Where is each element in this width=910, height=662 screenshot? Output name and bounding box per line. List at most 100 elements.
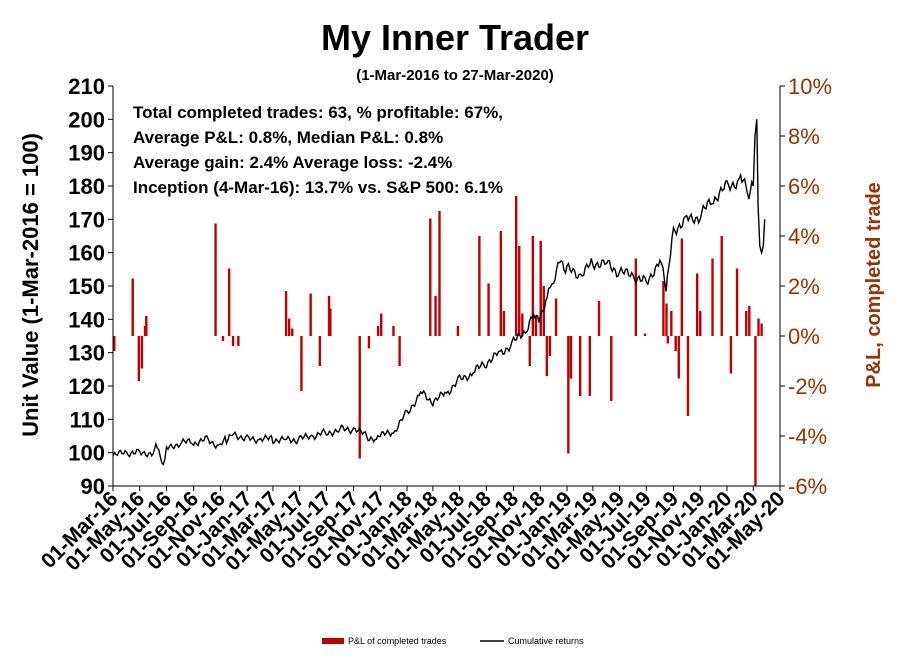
y-left-tick-label: 180 <box>68 174 105 199</box>
y-left-tick-label: 210 <box>68 74 105 99</box>
pnl-bar <box>545 336 549 376</box>
pnl-bar <box>745 311 748 336</box>
y-right-tick-label: 8% <box>788 124 820 149</box>
pnl-bar <box>665 303 668 336</box>
annotation-line: Total completed trades: 63, % profitable… <box>133 103 503 122</box>
pnl-bar <box>318 336 322 366</box>
y-left-tick-label: 90 <box>81 474 105 499</box>
pnl-bar <box>284 291 288 336</box>
pnl-bar <box>329 308 332 336</box>
y-left-tick-label: 140 <box>68 307 105 332</box>
chart-subtitle: (1-Mar-2016 to 27-Mar-2020) <box>356 67 554 84</box>
pnl-bar <box>754 336 757 486</box>
annotation-line: Average P&L: 0.8%, Median P&L: 0.8% <box>133 128 443 147</box>
pnl-bar <box>487 283 490 336</box>
y-right-tick-label: 6% <box>788 174 820 199</box>
pnl-bar <box>392 326 395 336</box>
pnl-bar <box>634 258 638 336</box>
pnl-bar <box>237 336 240 346</box>
pnl-bar <box>227 268 231 336</box>
y-right-tick-label: 2% <box>788 274 820 299</box>
pnl-bar <box>140 336 144 369</box>
pnl-bar <box>521 313 524 336</box>
line-layer <box>112 119 766 466</box>
pnl-bar <box>643 333 647 336</box>
pnl-bar <box>287 318 291 336</box>
pnl-bar <box>131 278 134 336</box>
pnl-bar <box>711 258 714 336</box>
pnl-bar <box>309 293 312 336</box>
pnl-bar <box>695 273 699 336</box>
legend-line-label: Cumulative returns <box>508 636 584 646</box>
y-right-tick-label: -2% <box>788 374 827 399</box>
pnl-bar <box>534 316 538 336</box>
pnl-bar <box>760 323 763 336</box>
pnl-bar <box>499 231 503 336</box>
pnl-bar <box>720 236 723 336</box>
chart-title: My Inner Trader <box>321 17 589 58</box>
y-left-tick-label: 120 <box>68 374 105 399</box>
pnl-bar <box>137 336 141 381</box>
pnl-bar <box>456 326 460 336</box>
y-right-tick-label: 0% <box>788 324 820 349</box>
cumulative-returns-line <box>112 119 766 466</box>
y-right-tick-label: -6% <box>788 474 827 499</box>
pnl-bar <box>539 241 542 336</box>
pnl-bar <box>113 336 116 351</box>
pnl-bar <box>438 211 441 336</box>
pnl-bar <box>514 196 518 336</box>
pnl-bar <box>143 326 147 336</box>
legend-bar-swatch <box>322 638 344 644</box>
pnl-bar <box>569 336 573 379</box>
annotation-line: Average gain: 2.4% Average loss: -2.4% <box>133 153 452 172</box>
pnl-bar <box>380 313 383 336</box>
pnl-bar <box>429 218 432 336</box>
y-left-tick-label: 150 <box>68 274 105 299</box>
pnl-bar <box>757 318 760 336</box>
pnl-bar <box>610 336 613 401</box>
pnl-bar <box>531 236 535 336</box>
legend-bar-label: P&L of completed trades <box>348 636 447 646</box>
pnl-bar <box>588 336 592 396</box>
annotation-block: Total completed trades: 63, % profitable… <box>133 103 503 197</box>
y-axis-left-label: Unit Value (1-Mar-2016 = 100) <box>18 133 43 437</box>
y-left-tick-label: 110 <box>70 407 106 432</box>
pnl-bar <box>680 238 684 336</box>
pnl-bar <box>358 336 361 459</box>
pnl-bar <box>578 336 582 396</box>
pnl-bar <box>670 311 673 336</box>
pnl-bar <box>528 336 531 366</box>
y-left-tick-label: 200 <box>68 107 105 132</box>
pnl-bar <box>662 281 665 336</box>
pnl-bar <box>748 306 751 336</box>
pnl-bar <box>145 316 148 336</box>
y-left-tick-label: 100 <box>68 441 105 466</box>
pnl-bar <box>367 336 371 349</box>
annotation-line: Inception (4-Mar-16): 13.7% vs. S&P 500:… <box>133 178 503 197</box>
pnl-bar <box>666 336 670 344</box>
pnl-bar <box>548 336 552 356</box>
pnl-bar <box>735 268 739 336</box>
y-right-tick-label: 10% <box>788 74 832 99</box>
pnl-bar <box>677 336 680 379</box>
pnl-bar <box>686 336 690 416</box>
pnl-bar <box>502 311 506 336</box>
pnl-bar <box>376 326 380 336</box>
pnl-bar <box>597 301 601 336</box>
pnl-bar <box>291 328 294 336</box>
pnl-bar <box>231 336 235 346</box>
pnl-bar <box>398 336 401 366</box>
legend: P&L of completed trades Cumulative retur… <box>322 636 584 646</box>
pnl-bar <box>729 336 733 374</box>
pnl-bar <box>214 223 217 336</box>
pnl-bar <box>567 336 570 454</box>
y-left-tick-label: 130 <box>68 341 105 366</box>
y-left-tick-label: 190 <box>68 141 105 166</box>
pnl-bar <box>327 296 331 336</box>
pnl-bar <box>434 296 437 336</box>
bars-layer <box>113 196 763 486</box>
y-right-tick-label: 4% <box>788 224 820 249</box>
pnl-bar <box>699 311 702 336</box>
pnl-bar <box>478 236 481 336</box>
